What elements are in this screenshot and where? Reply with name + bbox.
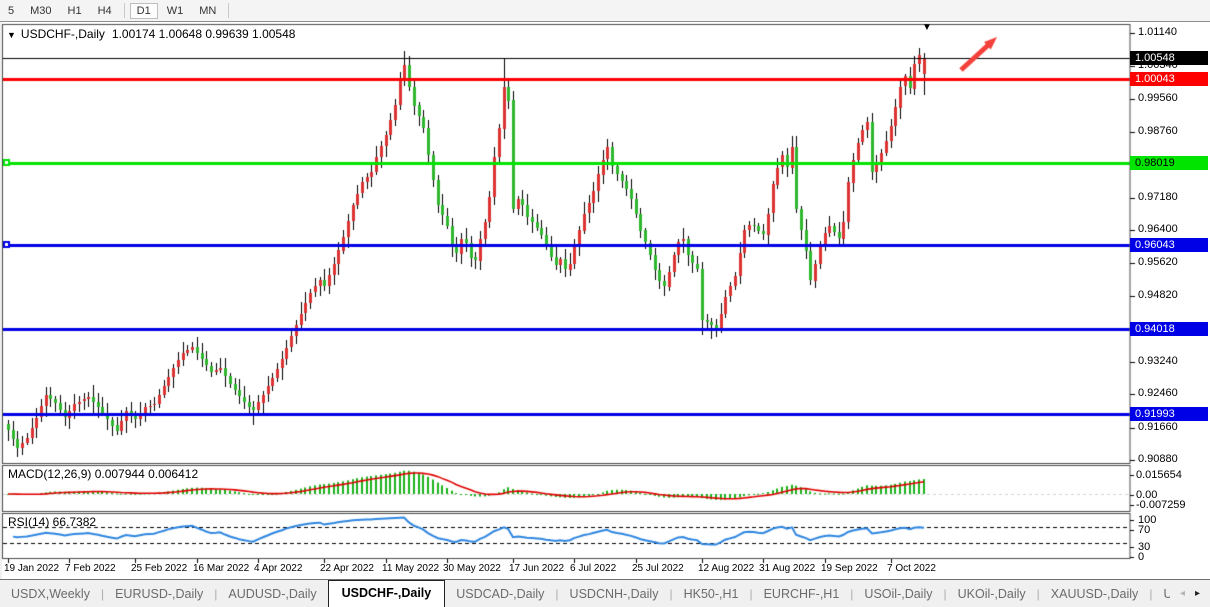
macd-tick-label: 0.00 xyxy=(1136,489,1158,501)
tab-separator: | xyxy=(1149,587,1153,601)
price-tick-label: 0.97180 xyxy=(1138,191,1178,203)
timeframe-button-h1[interactable]: H1 xyxy=(67,4,82,17)
rsi-tick-label: 0 xyxy=(1138,551,1145,563)
rsi-tick-label: 30 xyxy=(1138,541,1151,553)
date-tick-label: 7 Oct 2022 xyxy=(887,563,936,574)
price-line-box: 1.00043 xyxy=(1130,72,1208,86)
tab-ukoil-daily[interactable]: UKOil-,Daily xyxy=(957,587,1026,601)
date-tick-label: 17 Jun 2022 xyxy=(509,563,565,574)
price-tick-label: 0.98760 xyxy=(1138,125,1178,137)
price-tick-label: 0.93240 xyxy=(1138,355,1178,367)
rsi-tick-label: 70 xyxy=(1138,524,1151,536)
date-tick-label: 6 Jul 2022 xyxy=(570,563,617,574)
price-line-box: 1.00548 xyxy=(1130,51,1208,65)
tab-xauusd-daily[interactable]: XAUUSD-,Daily xyxy=(1050,587,1139,601)
date-tick-label: 22 Apr 2022 xyxy=(320,563,374,574)
price-tick-label: 0.91660 xyxy=(1138,421,1178,433)
price-line-box: 0.96043 xyxy=(1130,238,1208,252)
tab-usdcnh-daily[interactable]: USDCNH-,Daily xyxy=(569,587,659,601)
price-tick-label: 0.99560 xyxy=(1138,92,1178,104)
date-tick-label: 7 Feb 2022 xyxy=(65,563,116,574)
tab-separator: | xyxy=(749,587,753,601)
tab-eurusd-daily[interactable]: EURUSD-,Daily xyxy=(115,587,204,601)
tab-separator: | xyxy=(100,587,105,601)
date-tick-label: 12 Aug 2022 xyxy=(698,563,755,574)
tab-usdcad-daily[interactable]: USDCAD-,Daily xyxy=(456,587,545,601)
tab-separator: | xyxy=(669,587,673,601)
tab-scroll-arrows: ◂ ▸ xyxy=(1170,580,1210,607)
date-tick-label: 11 May 2022 xyxy=(382,563,440,574)
toolbar-separator xyxy=(123,3,125,18)
date-tick-label: 19 Jan 2022 xyxy=(4,563,60,574)
tab-eurchf-h1[interactable]: EURCHF-,H1 xyxy=(763,587,840,601)
tab-audusd-daily[interactable]: AUDUSD-,Daily xyxy=(228,587,317,601)
tab-separator: | xyxy=(850,587,854,601)
tab-separator: | xyxy=(555,587,559,601)
timeframe-button-w1[interactable]: W1 xyxy=(166,4,184,17)
tab-usdx-weekly[interactable]: USDX,Weekly xyxy=(11,587,90,601)
toolbar-separator xyxy=(228,3,230,18)
date-tick-label: 31 Aug 2022 xyxy=(759,563,816,574)
macd-tick-label: -0.007259 xyxy=(1136,499,1186,511)
price-tick-label: 0.90880 xyxy=(1138,453,1178,465)
price-tick-label: 1.01140 xyxy=(1138,26,1177,38)
date-tick-label: 16 Mar 2022 xyxy=(193,563,250,574)
chart-canvas[interactable] xyxy=(0,22,1210,607)
price-line-box: 0.98019 xyxy=(1130,156,1208,170)
date-tick-label: 30 May 2022 xyxy=(443,563,501,574)
price-tick-label: 0.96400 xyxy=(1138,223,1178,235)
rsi-tick-label: 100 xyxy=(1138,514,1157,526)
tab-scroll-left-icon[interactable]: ◂ xyxy=(1179,588,1185,599)
price-tick-label: 0.95620 xyxy=(1138,256,1178,268)
tab-usoil-daily[interactable]: USOil-,Daily xyxy=(864,587,933,601)
price-tick-label: 0.94820 xyxy=(1138,289,1178,301)
timeframe-button-h4[interactable]: H4 xyxy=(97,4,112,17)
price-tick-label: 0.92460 xyxy=(1138,387,1178,399)
tab-separator: | xyxy=(1036,587,1040,601)
price-line-box: 0.91993 xyxy=(1130,407,1208,421)
date-tick-label: 25 Jul 2022 xyxy=(632,563,684,574)
tab-usdchf-daily[interactable]: USDCHF-,Daily xyxy=(327,580,446,607)
tab-hk50-h1[interactable]: HK50-,H1 xyxy=(683,587,739,601)
date-tick-label: 19 Sep 2022 xyxy=(821,563,878,574)
macd-tick-label: 0.015654 xyxy=(1136,469,1182,481)
date-tick-label: 25 Feb 2022 xyxy=(131,563,188,574)
timeframe-button-mn[interactable]: MN xyxy=(199,4,217,17)
timeframe-button-5[interactable]: 5 xyxy=(8,4,15,17)
tab-scroll-right-icon[interactable]: ▸ xyxy=(1194,588,1200,599)
timeframe-toolbar: 5 M30 H1 H4 D1 W1 MN xyxy=(0,0,1210,22)
tab-separator: | xyxy=(943,587,947,601)
timeframe-button-d1[interactable]: D1 xyxy=(129,2,158,19)
date-tick-label: 4 Apr 2022 xyxy=(254,563,303,574)
price-line-box: 0.94018 xyxy=(1130,322,1208,336)
tab-separator: | xyxy=(214,587,218,601)
timeframe-button-m30[interactable]: M30 xyxy=(30,4,52,17)
symbol-tab-bar: USDX,Weekly | EURUSD-,Daily | AUDUSD-,Daily U… xyxy=(0,579,1210,607)
